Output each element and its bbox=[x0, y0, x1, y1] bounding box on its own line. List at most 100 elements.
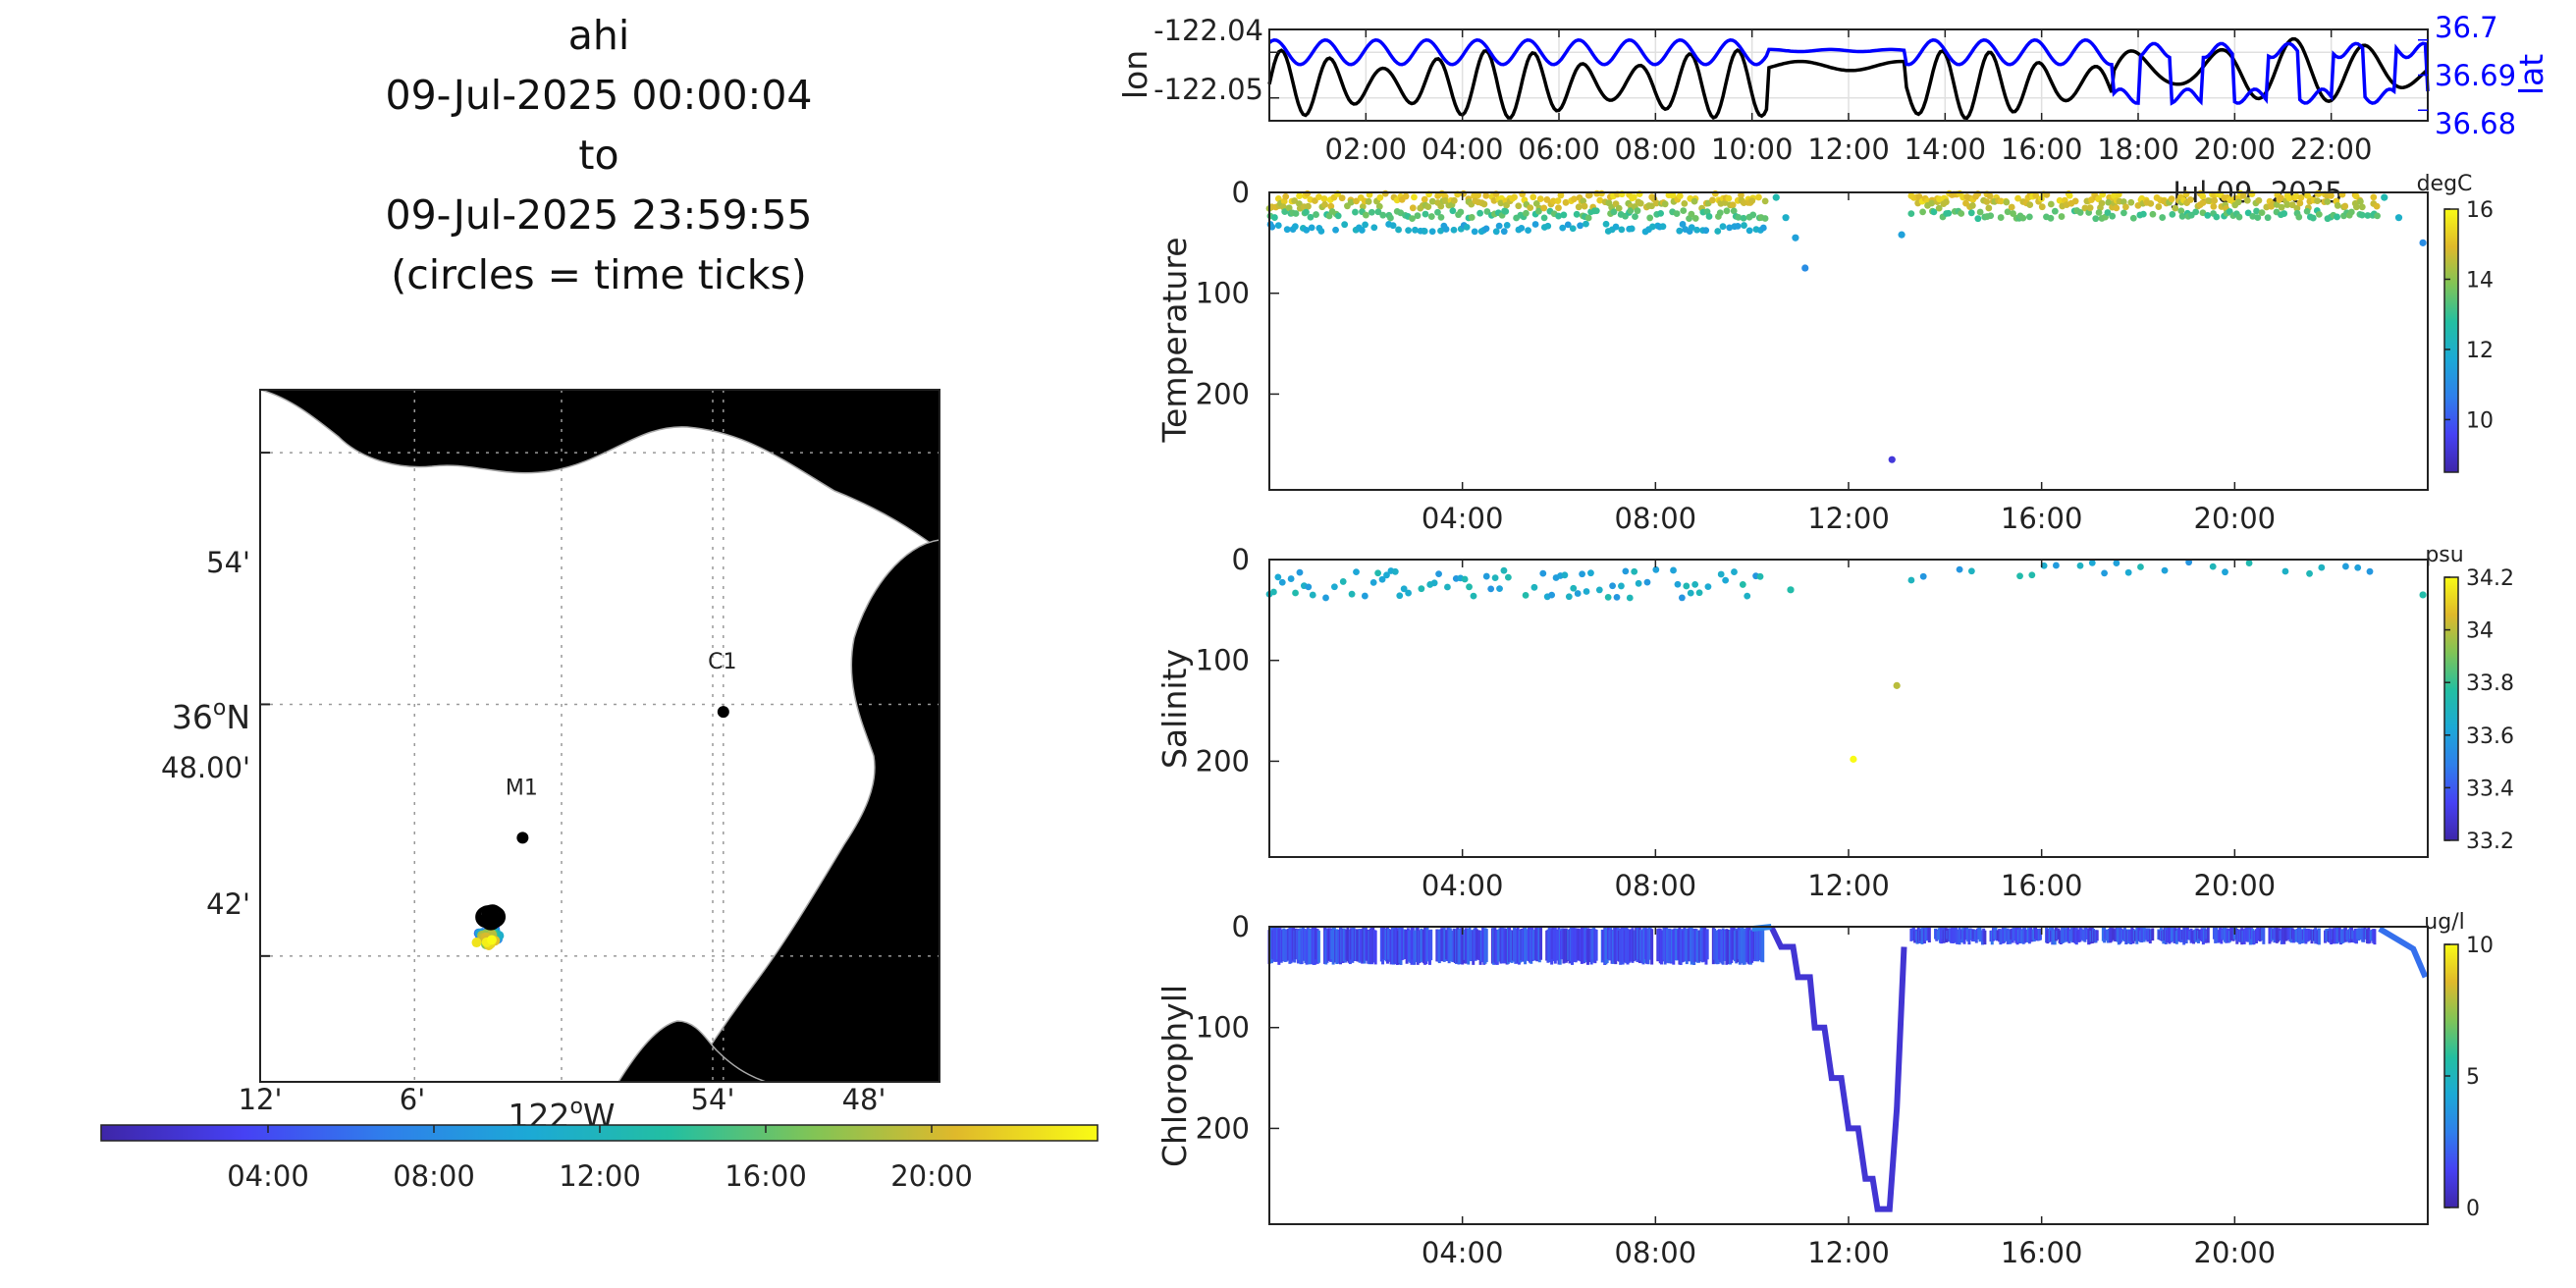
temperature-frame bbox=[1268, 191, 2429, 491]
chlorophyll-frame bbox=[1268, 926, 2429, 1225]
temperature-point bbox=[2139, 210, 2147, 218]
temperature-point bbox=[1268, 223, 1276, 231]
temperature-point bbox=[2120, 198, 2127, 205]
salinity-point bbox=[1744, 592, 1751, 600]
temperature-point bbox=[1930, 208, 1938, 216]
salinity-point bbox=[2053, 562, 2060, 569]
temperature-point bbox=[1725, 194, 1733, 202]
temperature-point bbox=[1531, 221, 1539, 228]
temperature-point bbox=[1511, 193, 1518, 201]
map-lon-tick-12: 12' bbox=[239, 1083, 283, 1116]
salinity-point bbox=[1687, 589, 1694, 597]
temperature-colorbar bbox=[2443, 208, 2459, 473]
salinity-point bbox=[1491, 574, 1499, 582]
temperature-point bbox=[1759, 224, 1767, 232]
salinity-point bbox=[1956, 565, 1963, 573]
temperature-point bbox=[1409, 204, 1417, 212]
temperature-point bbox=[1907, 210, 1915, 217]
x-tick-label: 20:00 bbox=[2194, 133, 2277, 166]
temperature-point bbox=[1943, 198, 1950, 206]
x-tick-label: 20:00 bbox=[2194, 869, 2277, 902]
temperature-point bbox=[1536, 195, 1544, 203]
cbar-tick-label: 16 bbox=[2466, 198, 2494, 223]
cbar-tick-label: 10 bbox=[2466, 934, 2494, 958]
salinity-axis-label: Salinity bbox=[1155, 649, 1194, 769]
temperature-point bbox=[1313, 211, 1319, 218]
temperature-point bbox=[2014, 194, 2021, 202]
y-tick-label: 100 bbox=[1196, 1011, 1250, 1045]
chlorophyll-points bbox=[1267, 924, 2429, 1212]
temperature-point bbox=[1679, 221, 1687, 228]
temperature-point bbox=[1985, 204, 1993, 212]
salinity-point bbox=[1400, 585, 1408, 593]
temperature-point bbox=[1637, 199, 1644, 207]
temperature-point bbox=[1341, 221, 1349, 229]
temperature-point bbox=[1442, 226, 1450, 233]
temperature-point bbox=[1495, 222, 1503, 230]
temperature-point bbox=[1584, 214, 1592, 222]
temperature-point bbox=[2169, 210, 2176, 218]
lat-ytick-1: 36.7 bbox=[2435, 11, 2498, 44]
temperature-point bbox=[1271, 214, 1278, 221]
temperature-point bbox=[2025, 213, 2033, 221]
temperature-point bbox=[2281, 210, 2288, 217]
temperature-point bbox=[2047, 214, 2055, 222]
y-tick-label: 200 bbox=[1196, 744, 1250, 778]
temperature-point bbox=[1986, 192, 1994, 200]
temperature-point bbox=[1389, 222, 1397, 230]
temperature-axis-label: Temperature bbox=[1155, 237, 1194, 443]
temperature-point bbox=[1612, 223, 1620, 231]
temperature-point bbox=[2127, 198, 2135, 206]
temperature-point bbox=[1305, 202, 1312, 210]
temperature-point bbox=[1441, 197, 1449, 204]
salinity-panel: 04:00 08:00 12:00 16:00 20:00 0 100 200 Salinit… bbox=[1155, 543, 2514, 902]
temperature-point bbox=[1653, 199, 1660, 207]
temperature-point bbox=[2303, 207, 2311, 215]
temperature-point bbox=[2373, 202, 2381, 210]
temperature-point bbox=[1693, 226, 1700, 234]
y-tick-label: 100 bbox=[1196, 277, 1250, 310]
temperature-point bbox=[1320, 195, 1328, 202]
temperature-point bbox=[2370, 193, 2378, 201]
salinity-point bbox=[1539, 569, 1547, 577]
temperature-point bbox=[1437, 202, 1445, 210]
outlier-point bbox=[1893, 681, 1901, 689]
temperature-point bbox=[2234, 198, 2242, 206]
temperature-point bbox=[1317, 228, 1325, 235]
temperature-point bbox=[1292, 210, 1300, 217]
temperature-point bbox=[1676, 227, 1684, 235]
x-tick-label: 08:00 bbox=[1615, 502, 1697, 535]
salinity-point bbox=[2342, 563, 2349, 570]
x-tick-label: 16:00 bbox=[2001, 1236, 2083, 1269]
temperature-point bbox=[2056, 196, 2064, 204]
temperature-point bbox=[2314, 197, 2321, 205]
temperature-point bbox=[2356, 197, 2364, 205]
outlier-point bbox=[1888, 456, 1896, 463]
title-to: to bbox=[578, 132, 619, 179]
temperature-point bbox=[1581, 202, 1588, 210]
temperature-point bbox=[1630, 193, 1637, 201]
salinity-point bbox=[1670, 566, 1677, 574]
outlier-point bbox=[2394, 214, 2403, 222]
cbar-tick-label: 33.4 bbox=[2466, 777, 2514, 801]
salinity-point bbox=[1396, 592, 1404, 600]
temperature-point bbox=[1560, 211, 1568, 219]
salinity-point bbox=[1609, 582, 1616, 590]
y-tick-label: 0 bbox=[1232, 176, 1250, 209]
temperature-point bbox=[1285, 204, 1293, 212]
salinity-point bbox=[1361, 592, 1368, 600]
temperature-point bbox=[2288, 201, 2296, 209]
salinity-point bbox=[1418, 585, 1425, 593]
temperature-point bbox=[1315, 193, 1322, 201]
temperature-point bbox=[2328, 191, 2334, 199]
temperature-point bbox=[1738, 191, 1744, 199]
temperature-point bbox=[1362, 211, 1369, 219]
temperature-point bbox=[1500, 228, 1508, 236]
lat-series-line bbox=[1267, 38, 2430, 106]
cbar-tick-label: 33.8 bbox=[2466, 671, 2514, 696]
temperature-point bbox=[2296, 199, 2304, 207]
salinity-point bbox=[2124, 568, 2132, 576]
temperature-point bbox=[1411, 193, 1418, 201]
temperature-point bbox=[2159, 214, 2167, 221]
temperature-point bbox=[1450, 226, 1458, 234]
